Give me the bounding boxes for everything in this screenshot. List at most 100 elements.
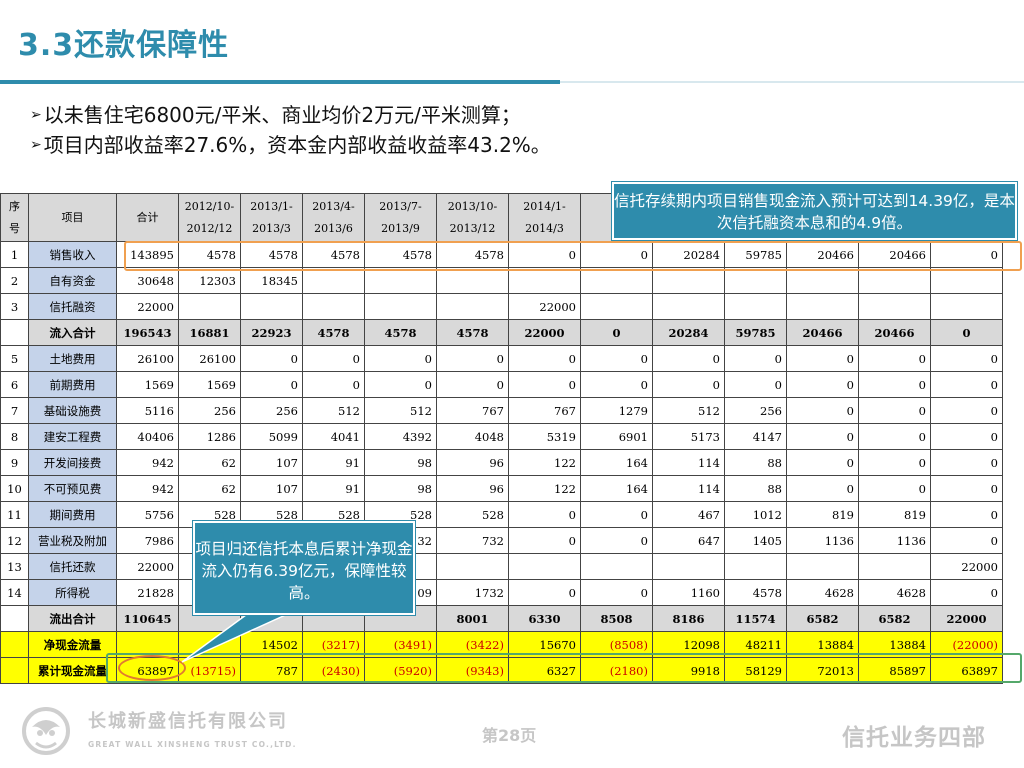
value-cell: 0 <box>786 345 859 372</box>
value-cell: 0 <box>930 579 1003 606</box>
value-cell: 107 <box>240 475 303 502</box>
row-number-cell: 13 <box>0 553 29 580</box>
table-header-cell: 2013/4-2013/6 <box>302 193 365 242</box>
row-number-cell: 2 <box>0 267 29 294</box>
value-cell: 1405 <box>724 527 787 554</box>
value-cell: 11574 <box>724 605 787 632</box>
value-cell: 512 <box>652 397 725 424</box>
row-label-cell: 自有资金 <box>28 267 117 294</box>
row-number-cell: 5 <box>0 345 29 372</box>
value-cell: 467 <box>652 501 725 528</box>
value-cell: 0 <box>508 345 581 372</box>
value-cell: 62 <box>178 449 241 476</box>
value-cell: 20466 <box>858 319 931 346</box>
row-label-cell: 开发间接费 <box>28 449 117 476</box>
table-header-cell: 2013/1-2013/3 <box>240 193 303 242</box>
row-label-cell: 不可预见费 <box>28 475 117 502</box>
value-cell: 96 <box>436 449 509 476</box>
value-cell: 21828 <box>116 579 179 606</box>
row-number-cell <box>0 605 29 632</box>
table-header-cell: 2013/7-2013/9 <box>364 193 437 242</box>
title-underline <box>0 80 560 84</box>
value-cell: 26100 <box>116 345 179 372</box>
value-cell: 114 <box>652 475 725 502</box>
value-cell: 0 <box>724 345 787 372</box>
value-cell: 22000 <box>930 605 1003 632</box>
value-cell: 1732 <box>436 579 509 606</box>
value-cell <box>580 293 653 320</box>
value-cell <box>240 293 303 320</box>
value-cell <box>858 267 931 294</box>
value-cell: 4578 <box>724 579 787 606</box>
value-cell: (2180) <box>580 657 653 684</box>
value-cell: 5116 <box>116 397 179 424</box>
value-cell: 22000 <box>930 553 1003 580</box>
value-cell: 512 <box>364 397 437 424</box>
value-cell: 0 <box>786 397 859 424</box>
value-cell: 0 <box>930 527 1003 554</box>
title-underline-light <box>560 81 1024 83</box>
value-cell: 942 <box>116 475 179 502</box>
value-cell: 0 <box>930 345 1003 372</box>
value-cell <box>508 267 581 294</box>
value-cell <box>724 267 787 294</box>
value-cell: 0 <box>508 371 581 398</box>
value-cell: 512 <box>302 397 365 424</box>
row-number-cell: 11 <box>0 501 29 528</box>
value-cell: 4147 <box>724 423 787 450</box>
value-cell: 0 <box>580 319 653 346</box>
row-number-cell <box>0 631 29 658</box>
row-label-cell: 所得税 <box>28 579 117 606</box>
bullet-list: ➢ 以未售住宅6800元/平米、商业均价2万元/平米测算； ➢ 项目内部收益率2… <box>30 100 551 160</box>
value-cell <box>364 293 437 320</box>
value-cell: 819 <box>858 501 931 528</box>
value-cell <box>178 293 241 320</box>
table-row: 8 建安工程费 40406 1286 5099 4041 4392 4048 5319 6901 5… <box>0 423 1003 450</box>
row-label-cell: 营业税及附加 <box>28 527 117 554</box>
value-cell: 256 <box>724 397 787 424</box>
value-cell: 26100 <box>178 345 241 372</box>
value-cell: 164 <box>580 475 653 502</box>
value-cell: 0 <box>858 371 931 398</box>
arrow-right-bullet-icon: ➢ <box>30 107 42 123</box>
value-cell: 0 <box>930 397 1003 424</box>
company-name: 长城新盛信托有限公司 <box>88 711 288 732</box>
value-cell <box>858 553 931 580</box>
value-cell <box>786 267 859 294</box>
value-cell <box>302 267 365 294</box>
value-cell: 942 <box>116 449 179 476</box>
value-cell: 0 <box>930 449 1003 476</box>
value-cell: 98 <box>364 475 437 502</box>
value-cell: 1136 <box>858 527 931 554</box>
value-cell: 5319 <box>508 423 581 450</box>
value-cell: 122 <box>508 475 581 502</box>
sales-callout: 信托存续期内项目销售现金流入预计可达到14.39亿，是本次信托融资本息和的4.9… <box>612 182 1017 240</box>
value-cell: 8001 <box>436 605 509 632</box>
value-cell: 1569 <box>178 371 241 398</box>
table-row: 5 土地费用 26100 26100 0 0 0 0 0 0 0 0 0 0 0 <box>0 345 1003 372</box>
value-cell: 4578 <box>302 319 365 346</box>
department-name: 信托业务四部 <box>842 725 986 751</box>
value-cell: 0 <box>724 371 787 398</box>
row-label-cell: 信托融资 <box>28 293 117 320</box>
table-header-cell: 项目 <box>28 193 117 242</box>
value-cell: 4628 <box>858 579 931 606</box>
value-cell: 1136 <box>786 527 859 554</box>
value-cell: 59785 <box>724 241 787 268</box>
value-cell: 4041 <box>302 423 365 450</box>
value-cell: 40406 <box>116 423 179 450</box>
value-cell: 20466 <box>786 241 859 268</box>
value-cell: 0 <box>786 449 859 476</box>
value-cell: 767 <box>508 397 581 424</box>
company-logo-icon <box>22 707 70 755</box>
value-cell: 0 <box>580 501 653 528</box>
table-row: 7 基础设施费 5116 256 256 512 512 767 767 1279 512 256 0 0… <box>0 397 1003 424</box>
value-cell: 1286 <box>178 423 241 450</box>
value-cell: 5756 <box>116 501 179 528</box>
table-row: 流出合计 110645 8001 6330 8508 8186 11574 6582 6582 2… <box>0 605 1003 632</box>
table-header-cell: 合计 <box>116 193 179 242</box>
table-header-cell: 序号 <box>0 193 29 242</box>
value-cell: 0 <box>580 371 653 398</box>
row-number-cell <box>0 319 29 346</box>
value-cell <box>724 553 787 580</box>
